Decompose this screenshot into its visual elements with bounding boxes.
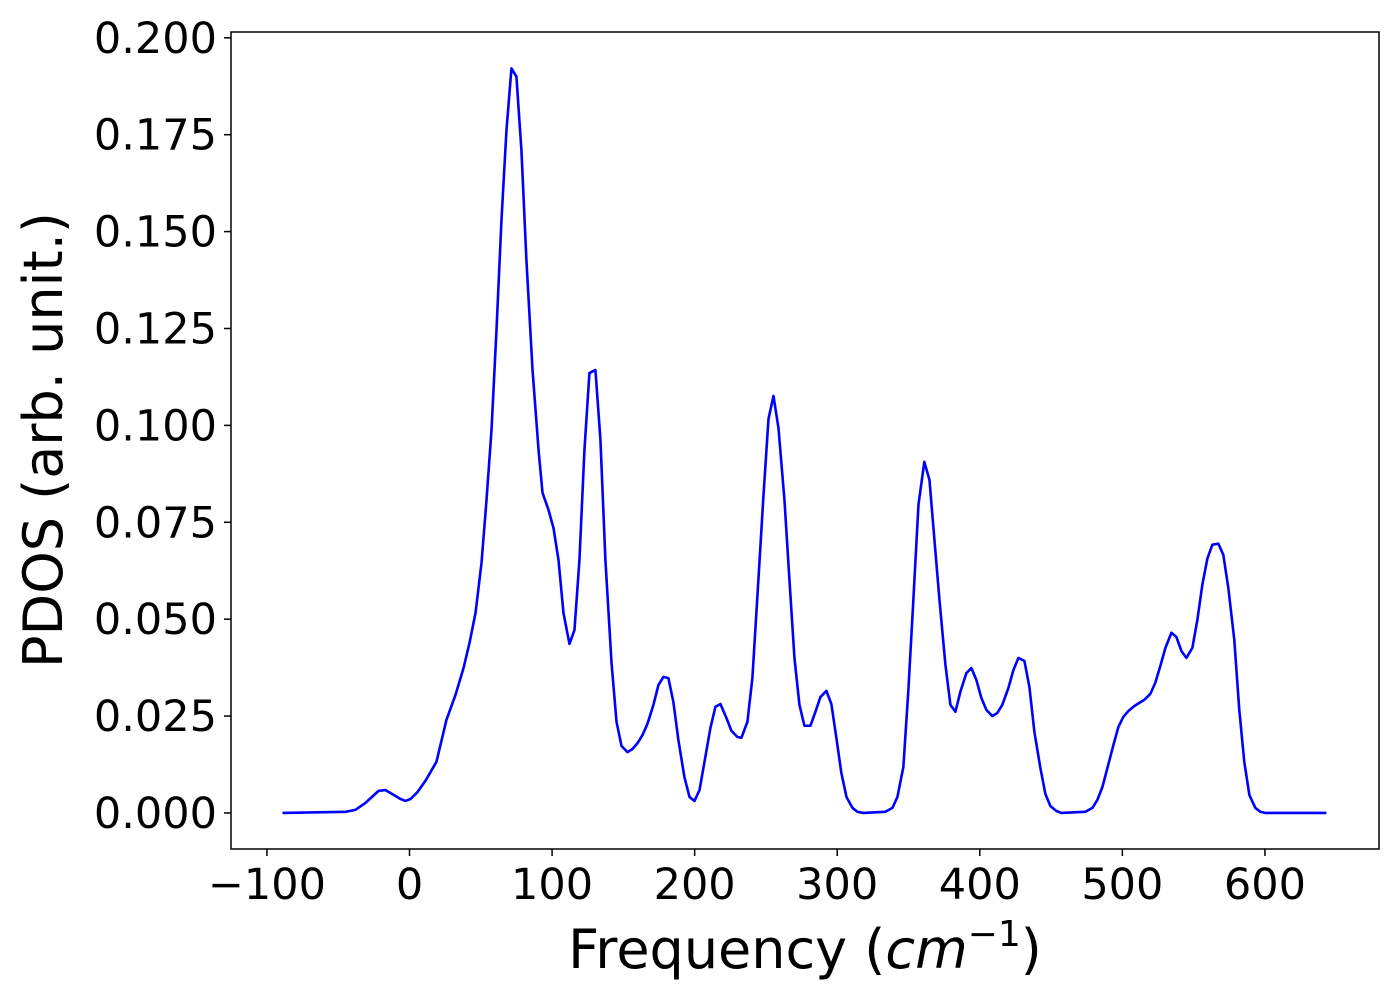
- x-tick-label: −100: [208, 860, 326, 910]
- x-tick-label: 0: [396, 860, 423, 910]
- y-tick-label: 0.100: [94, 401, 217, 451]
- data-line: [282, 67, 1327, 815]
- x-tick-label: 600: [1224, 860, 1306, 910]
- x-tick-label: 100: [511, 860, 593, 910]
- plot-frame: [230, 31, 1380, 850]
- y-tick-label: 0.150: [94, 208, 217, 258]
- y-tick-label: 0.175: [94, 111, 217, 161]
- x-tick-label: 400: [939, 860, 1021, 910]
- y-tick-label: 0.200: [94, 14, 217, 64]
- y-tick-label: 0.075: [94, 498, 217, 548]
- y-tick-label: 0.025: [94, 692, 217, 742]
- y-tick-label: 0.125: [94, 304, 217, 354]
- y-tick-label: 0.000: [94, 789, 217, 839]
- x-tick-label: 500: [1081, 860, 1163, 910]
- x-tick-label: 300: [796, 860, 878, 910]
- x-axis-label: Frequency (cm−1): [568, 914, 1042, 981]
- x-tick-label: 200: [654, 860, 736, 910]
- y-axis-label: PDOS (arb. unit.): [12, 212, 75, 668]
- y-tick-label: 0.050: [94, 595, 217, 645]
